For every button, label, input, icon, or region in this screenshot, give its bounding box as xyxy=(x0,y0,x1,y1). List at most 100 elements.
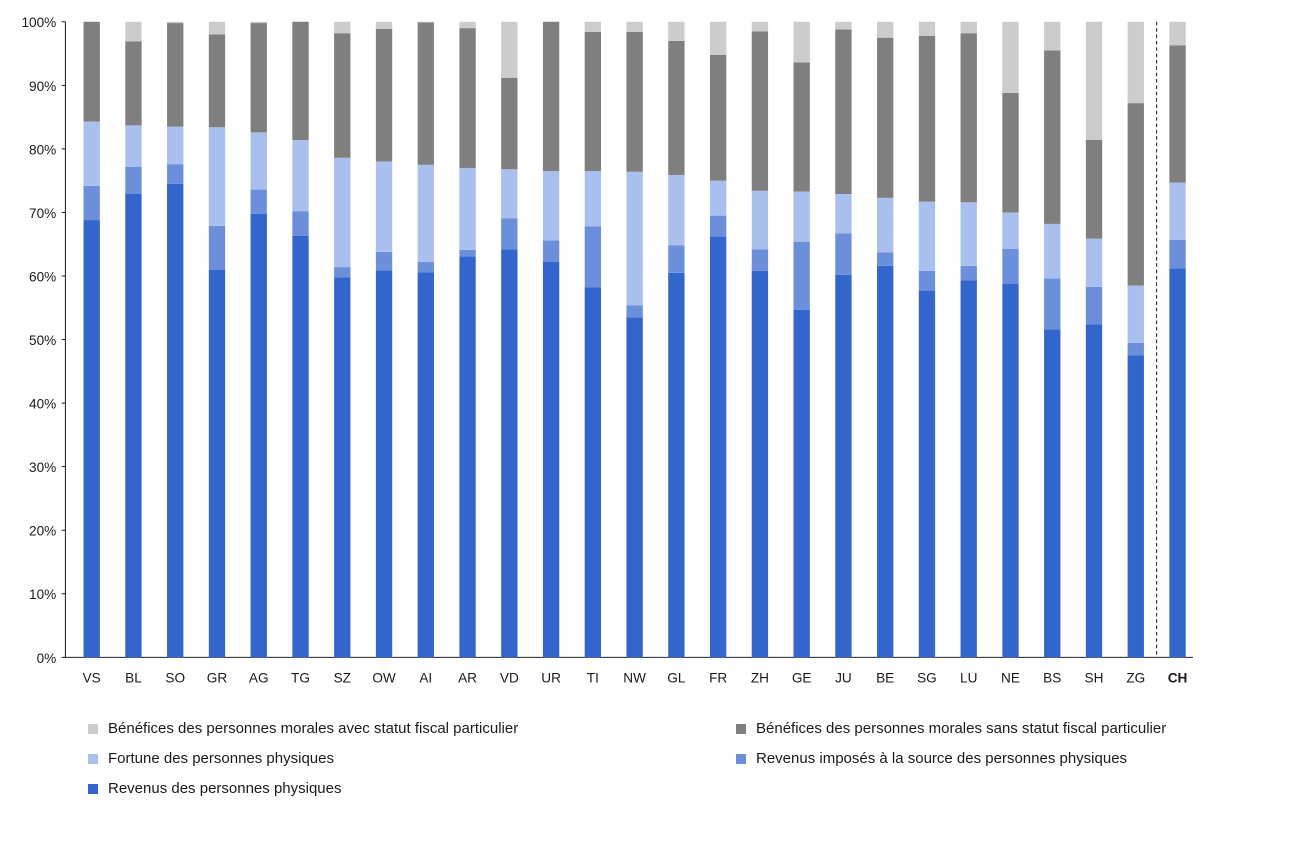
bar-segment-ju-fortune xyxy=(835,194,852,234)
bar-segment-ne-source xyxy=(1002,248,1019,284)
y-tick-label: 40% xyxy=(29,397,56,412)
bar-segment-ar-revenus xyxy=(459,256,476,658)
stacked-bar-chart: 0% 10% 20% 30% 40% 50% 60% 70% 80% 90% 100% VS BL SO G… xyxy=(21,15,1193,686)
bar-segment-bs-revenus xyxy=(1044,329,1061,658)
y-tick-label: 70% xyxy=(29,206,56,221)
bar-segment-ow-source xyxy=(375,251,393,271)
bar-segment-tg-fortune xyxy=(292,139,309,212)
y-tick-label: 0% xyxy=(37,651,57,666)
bar-segment-vd-source xyxy=(501,218,518,250)
legend-item-avec-statut: Bénéfices des personnes morales avec sta… xyxy=(88,720,518,737)
bar-segment-fr-fortune xyxy=(709,180,727,216)
bar-segment-ch-source xyxy=(1169,239,1186,269)
bar-segment-vs-source xyxy=(83,185,100,221)
bar-segment-ju-avec_statut xyxy=(835,21,852,30)
legend-swatch xyxy=(736,723,746,734)
bar-segment-ch-sans_statut xyxy=(1169,45,1186,183)
bar-segment-sz-revenus xyxy=(334,277,351,658)
bar-segment-nw-avec_statut xyxy=(626,21,643,32)
bar-segment-ti-avec_statut xyxy=(584,21,602,32)
bar-segment-ge-revenus xyxy=(793,309,810,658)
x-tick-label-sh: SH xyxy=(1085,671,1104,686)
bar-segment-so-revenus xyxy=(167,183,184,658)
legend-label: Fortune des personnes physiques xyxy=(108,750,334,767)
bar-segment-lu-source xyxy=(960,265,977,281)
bar-segment-ai-revenus xyxy=(417,272,434,658)
bar-segment-vd-revenus xyxy=(501,249,518,658)
x-tick-label-zh: ZH xyxy=(751,671,769,686)
bar-segment-fr-avec_statut xyxy=(709,21,727,55)
bar-segment-sg-avec_statut xyxy=(918,21,936,36)
x-tick-label-ti: TI xyxy=(587,671,599,686)
bar-segment-sz-sans_statut xyxy=(334,33,351,158)
x-tick-label-ch: CH xyxy=(1168,671,1188,686)
bar-segment-ow-fortune xyxy=(375,161,393,252)
bar-segment-ag-fortune xyxy=(250,132,267,190)
legend-swatch xyxy=(88,723,98,734)
bar-segment-ch-avec_statut xyxy=(1169,21,1186,46)
x-tick-label-ag: AG xyxy=(249,671,269,686)
x-tick-label-sg: SG xyxy=(917,671,937,686)
legend-item-revenus: Revenus des personnes physiques xyxy=(88,780,341,797)
bar-segment-sh-sans_statut xyxy=(1085,139,1103,239)
y-tick-label: 60% xyxy=(29,269,56,284)
bar-segment-ai-source xyxy=(417,262,434,273)
bar-segment-zh-fortune xyxy=(751,190,769,250)
bar-segment-ur-sans_statut xyxy=(542,21,560,172)
chart-legend: Bénéfices des personnes morales avec sta… xyxy=(88,690,1298,850)
bar-segment-nw-sans_statut xyxy=(626,31,643,172)
bar-segment-bs-fortune xyxy=(1044,223,1061,279)
bar-segment-sg-fortune xyxy=(918,201,936,271)
bar-segment-bs-source xyxy=(1044,278,1061,330)
bar-segment-ne-avec_statut xyxy=(1002,21,1019,93)
bar-segment-sz-avec_statut xyxy=(334,21,351,34)
x-tick-label-fr: FR xyxy=(709,671,727,686)
bar-segment-bl-sans_statut xyxy=(125,41,142,126)
bar-segment-ai-sans_statut xyxy=(417,22,434,165)
bar-segment-lu-avec_statut xyxy=(960,21,977,34)
bar-segment-vs-fortune xyxy=(83,121,100,186)
legend-label: Bénéfices des personnes morales sans sta… xyxy=(756,720,1167,737)
bar-segment-gl-fortune xyxy=(668,174,685,246)
bar-segment-ai-avec_statut xyxy=(417,21,434,23)
bar-segment-sh-fortune xyxy=(1085,238,1103,287)
x-tick-label-gr: GR xyxy=(207,671,228,686)
x-tick-label-ur: UR xyxy=(541,671,561,686)
bar-segment-so-fortune xyxy=(167,126,184,165)
bar-segment-gl-revenus xyxy=(668,272,685,658)
bar-segment-zg-sans_statut xyxy=(1127,103,1144,286)
chart-plot-group: 0% 10% 20% 30% 40% 50% 60% 70% 80% 90% 100% VS BL SO G… xyxy=(21,15,1193,686)
bar-segment-ti-fortune xyxy=(584,171,602,227)
bar-segment-bs-sans_statut xyxy=(1044,50,1061,224)
legend-item-source: Revenus imposés à la source des personne… xyxy=(736,750,1127,767)
bar-segment-bl-revenus xyxy=(125,194,142,658)
x-tick-label-be: BE xyxy=(876,671,894,686)
y-tick-label: 20% xyxy=(29,524,56,539)
bar-segment-bl-fortune xyxy=(125,125,142,167)
bar-segment-sg-source xyxy=(918,270,936,291)
legend-swatch xyxy=(736,753,746,764)
bar-segment-nw-source xyxy=(626,305,643,318)
bar-segment-bs-avec_statut xyxy=(1044,21,1061,51)
bar-segment-lu-fortune xyxy=(960,202,977,266)
bar-segment-ti-revenus xyxy=(584,287,602,658)
bar-segment-ti-source xyxy=(584,226,602,288)
bar-segment-ur-revenus xyxy=(542,262,560,658)
bar-segment-ag-avec_statut xyxy=(250,21,267,24)
bar-segment-ge-avec_statut xyxy=(793,21,810,63)
x-tick-label-tg: TG xyxy=(291,671,310,686)
bar-segment-ow-avec_statut xyxy=(375,21,393,29)
x-tick-label-nw: NW xyxy=(623,671,646,686)
bar-segment-ti-sans_statut xyxy=(584,31,602,172)
y-tick-label: 80% xyxy=(29,142,56,157)
bar-segment-so-source xyxy=(167,164,184,184)
bar-segment-lu-sans_statut xyxy=(960,33,977,203)
bar-segment-be-sans_statut xyxy=(877,37,894,198)
x-tick-label-lu: LU xyxy=(960,671,977,686)
bar-segment-bl-source xyxy=(125,166,142,195)
bar-segment-nw-revenus xyxy=(626,317,643,658)
x-tick-label-ge: GE xyxy=(792,671,812,686)
y-tick-label: 90% xyxy=(29,79,56,94)
bar-segment-zg-fortune xyxy=(1127,285,1144,343)
